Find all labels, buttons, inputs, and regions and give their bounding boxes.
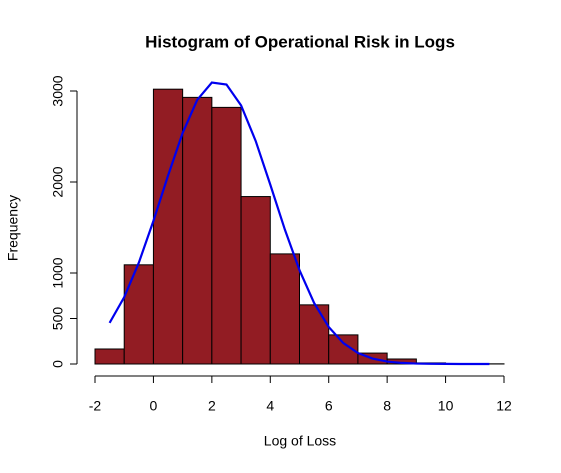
bar [240, 196, 271, 365]
y-axis-label: Frequency [5, 195, 21, 261]
bar [211, 106, 242, 365]
y-tick-label: 1000 [50, 257, 66, 288]
y-tick-label: 2000 [50, 166, 66, 197]
x-tick-label: 4 [266, 398, 274, 414]
y-tick-label: 0 [50, 360, 66, 368]
x-tick-label: 12 [496, 398, 512, 414]
x-tick-label: 8 [383, 398, 391, 414]
bar [123, 264, 154, 365]
x-tick-label: -2 [89, 398, 102, 414]
x-tick-label: 10 [438, 398, 454, 414]
x-axis-label: Log of Loss [264, 433, 336, 449]
x-tick-label: 2 [208, 398, 216, 414]
density-curve [108, 81, 490, 366]
y-tick-label: 500 [50, 307, 66, 331]
y-tick-label: 3000 [50, 75, 66, 106]
bar [269, 253, 300, 365]
x-tick-label: 0 [150, 398, 158, 414]
bar [94, 348, 125, 365]
bar [152, 88, 184, 365]
x-tick-label: 6 [325, 398, 333, 414]
bar [182, 96, 213, 365]
chart-title: Histogram of Operational Risk in Logs [145, 32, 455, 51]
bar [299, 304, 330, 365]
